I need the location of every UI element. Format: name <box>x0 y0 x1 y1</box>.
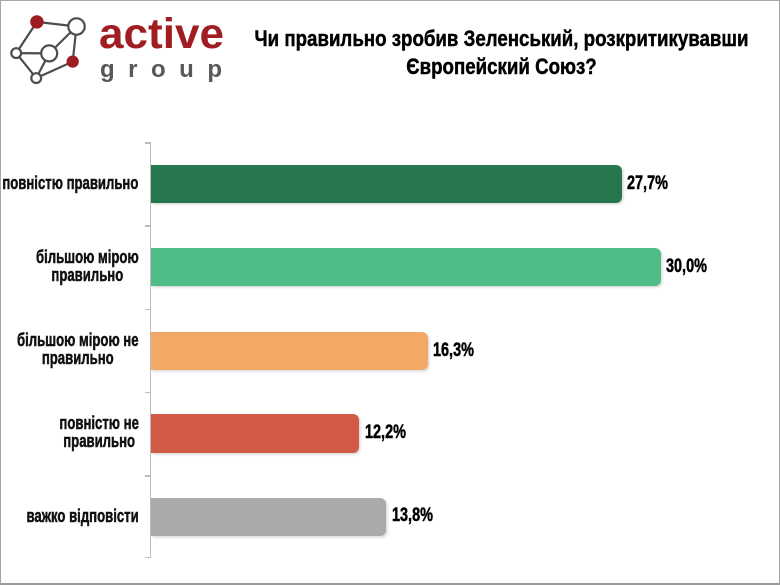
svg-text:active: active <box>99 10 224 58</box>
svg-text:group: group <box>100 56 222 83</box>
